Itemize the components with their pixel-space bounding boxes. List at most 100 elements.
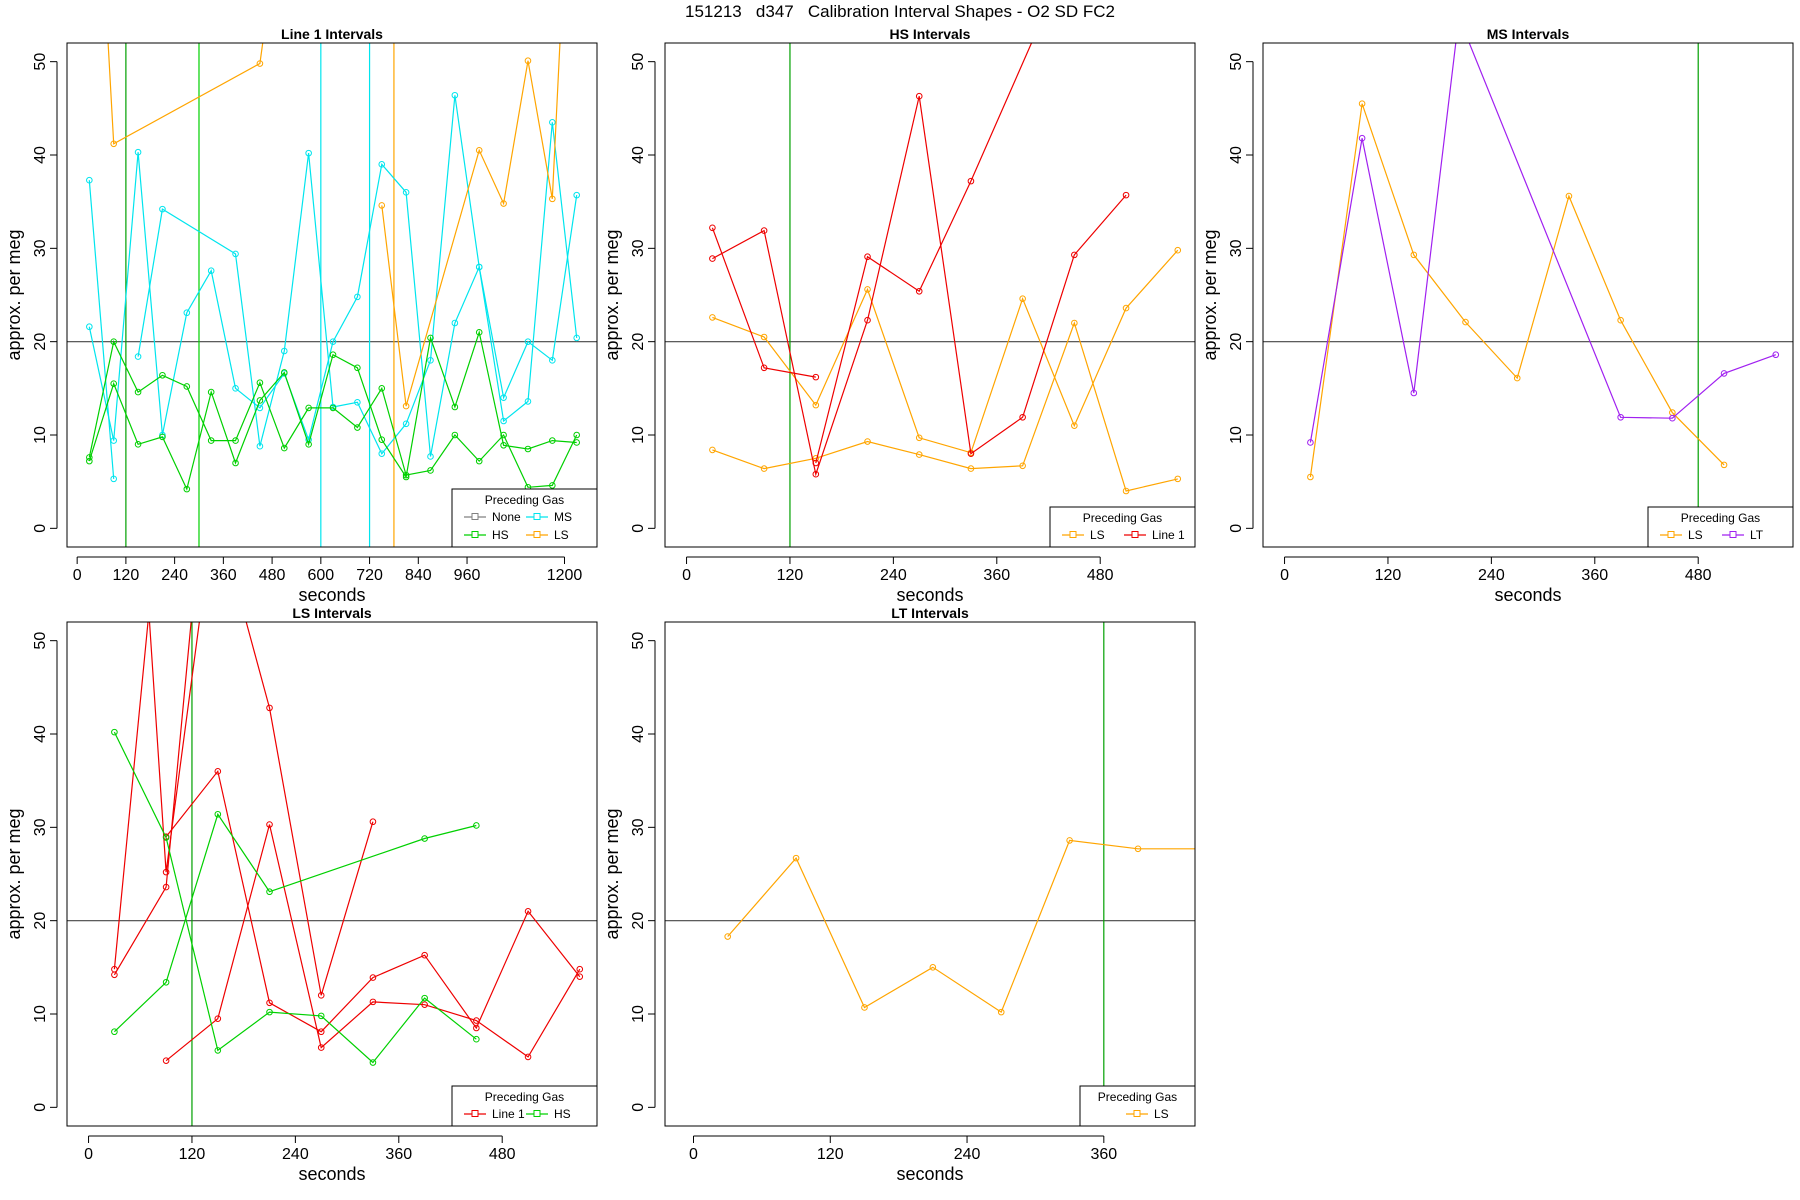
x-tick-label: 480 <box>259 567 286 584</box>
data-point <box>214 1047 222 1054</box>
x-tick-label: 960 <box>454 567 481 584</box>
data-point <box>709 314 716 321</box>
x-axis-label: seconds <box>298 585 365 605</box>
x-axis-label: seconds <box>896 1164 963 1184</box>
data-point <box>915 92 923 100</box>
data-point <box>1019 462 1026 470</box>
panel-2: HS Intervals 0 120 240 360 480 seconds 0 10 20 30 4… <box>602 26 1196 605</box>
data-point <box>110 475 118 483</box>
y-tick-label: 0 <box>1228 524 1245 533</box>
data-point <box>500 441 507 449</box>
y-tick-label: 0 <box>630 1103 647 1112</box>
data-point <box>1071 422 1078 429</box>
x-tick-label: 360 <box>1581 567 1608 584</box>
series-line-line-1 <box>148 622 200 873</box>
data-point <box>110 338 118 345</box>
data-point <box>792 854 800 862</box>
data-point <box>473 1024 480 1032</box>
series-line-ls <box>107 43 264 145</box>
series-line-ls <box>712 321 1178 492</box>
y-tick-label: 40 <box>630 146 647 164</box>
data-point <box>1174 475 1182 483</box>
data-point <box>402 420 410 428</box>
y-axis-label: approx. per meg <box>1200 229 1220 360</box>
legend-title: Preceding Gas <box>485 1090 564 1104</box>
legend-marker <box>1729 531 1737 538</box>
x-tick-label: 360 <box>983 567 1010 584</box>
x-tick-label: 360 <box>210 567 237 584</box>
x-tick-label: 0 <box>682 567 691 584</box>
data-point <box>524 445 532 453</box>
plot-area <box>67 43 597 547</box>
data-point <box>812 373 820 381</box>
y-tick-label: 30 <box>32 818 49 836</box>
data-point <box>280 444 288 452</box>
data-point <box>110 437 118 444</box>
series-line-line-1 <box>712 96 1127 477</box>
x-axis: 0 120 240 360 480 seconds <box>682 556 1114 605</box>
data-point <box>354 399 361 406</box>
data-point <box>1410 251 1418 259</box>
data-point <box>110 380 118 387</box>
x-tick-label: 0 <box>84 1146 93 1163</box>
data-point <box>232 385 239 392</box>
data-point <box>378 436 386 443</box>
x-tick-label: 0 <box>73 567 82 584</box>
y-tick-label: 0 <box>32 524 49 533</box>
x-tick-label: 120 <box>1375 567 1402 584</box>
data-point <box>317 1044 325 1051</box>
x-tick-label: 480 <box>1087 567 1114 584</box>
data-point <box>709 255 716 262</box>
data-point <box>1019 295 1026 303</box>
data-point <box>1019 413 1026 421</box>
data-point <box>421 835 428 842</box>
x-tick-label: 0 <box>1280 567 1289 584</box>
legend-title: Preceding Gas <box>485 493 564 507</box>
data-point <box>207 267 215 275</box>
data-point <box>451 91 459 99</box>
data-point <box>709 446 716 454</box>
legend-marker <box>533 513 541 520</box>
data-point <box>317 1012 325 1020</box>
panel-1: Line 1 Intervals 0 120 240 360 480 600 720 840 96… <box>4 26 598 605</box>
x-tick-label: 240 <box>1478 567 1505 584</box>
data-point <box>573 191 580 199</box>
data-point <box>724 933 731 940</box>
data-point <box>1720 370 1728 377</box>
series-line-ls <box>712 249 1179 454</box>
series-line-line-1 <box>113 622 192 976</box>
figure-title: 151213 d347 Calibration Interval Shapes … <box>685 2 1115 21</box>
data-point <box>134 441 142 448</box>
x-axis: 0 120 240 360 480 seconds <box>1280 556 1712 605</box>
series-line-line-1 <box>165 824 581 1062</box>
data-point <box>266 999 273 1007</box>
x-tick-label: 360 <box>385 1146 412 1163</box>
plot-area <box>665 43 1195 547</box>
data-point <box>1513 374 1521 382</box>
legend-label: Line 1 <box>1152 528 1185 542</box>
series-line-ls <box>1309 103 1725 478</box>
data-point <box>134 388 142 396</box>
data-point <box>402 402 410 410</box>
data-point <box>232 437 239 444</box>
legend-label: LT <box>1750 528 1764 542</box>
data-point <box>864 253 871 261</box>
data-point <box>86 457 93 465</box>
series-line-line-1 <box>165 769 581 1033</box>
legend-label: Line 1 <box>492 1107 525 1121</box>
data-point <box>549 357 556 364</box>
panel-title: HS Intervals <box>890 26 971 42</box>
data-point <box>134 148 142 156</box>
data-point <box>549 119 556 126</box>
series-line-line-1 <box>711 227 816 378</box>
plot-frame <box>664 42 1196 548</box>
y-axis: 0 10 20 30 40 50 approx. per meg <box>4 632 58 1112</box>
data-point <box>915 287 923 295</box>
x-axis: 0 120 240 360 seconds <box>689 1135 1117 1184</box>
panel-4: LS Intervals 0 120 240 360 480 seconds 0 10 20 30 4… <box>4 605 598 1184</box>
series-line-ms <box>88 152 578 457</box>
data-point <box>1122 304 1130 312</box>
y-tick-label: 50 <box>32 632 49 650</box>
legend-marker <box>1069 531 1077 538</box>
data-point <box>421 951 428 959</box>
